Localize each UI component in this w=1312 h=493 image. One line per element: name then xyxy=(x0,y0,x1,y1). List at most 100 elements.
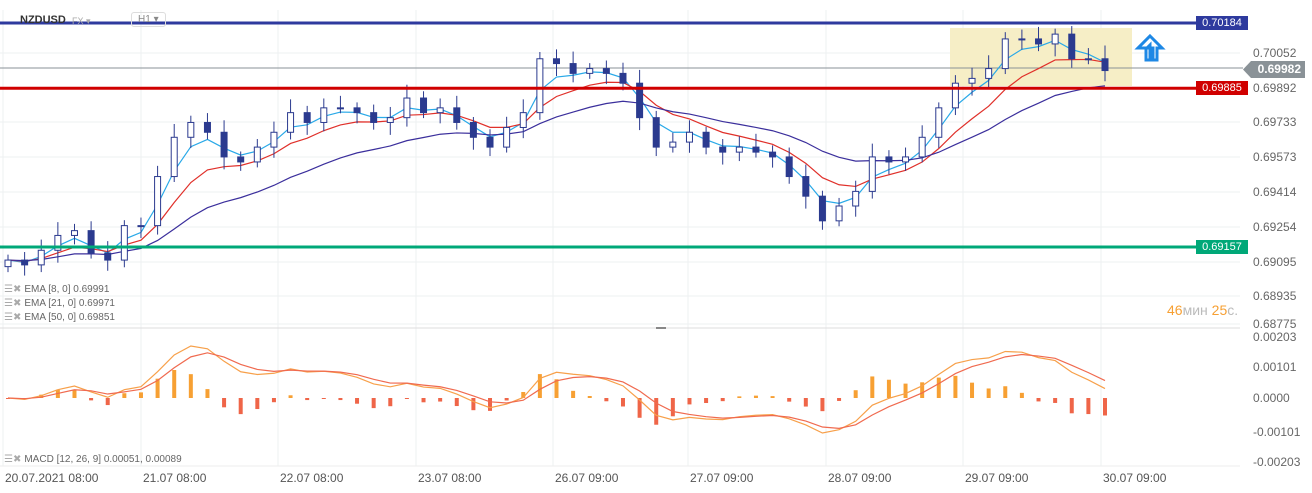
candle-body xyxy=(519,112,527,128)
indicator-ema-8[interactable]: ☰✖ EMA [8, 0] 0.69991 xyxy=(4,284,109,295)
macd-histogram-bar xyxy=(438,398,443,402)
countdown-sec-unit: с. xyxy=(1227,302,1239,318)
macd-histogram-bar xyxy=(886,379,891,398)
candle-body xyxy=(270,131,278,148)
candle-body xyxy=(835,205,843,222)
candle-body xyxy=(120,225,128,261)
macd-tick-label: 0.00101 xyxy=(1253,360,1297,374)
settings-icon[interactable]: ☰✖ xyxy=(4,284,22,295)
y-tick-label: 0.68775 xyxy=(1253,317,1297,331)
macd-histogram-bar xyxy=(188,374,193,398)
macd-histogram-bar xyxy=(1003,386,1008,398)
macd-histogram-bar xyxy=(687,398,692,405)
macd-histogram-bar xyxy=(105,398,110,406)
macd-histogram-bar xyxy=(554,379,559,398)
macd-tick-label: 0.0000 xyxy=(1253,391,1290,405)
macd-tick-label: 0.00203 xyxy=(1253,330,1297,344)
macd-histogram-bar xyxy=(1036,398,1041,402)
candle-body xyxy=(918,136,926,158)
macd-histogram-bar xyxy=(870,376,875,398)
macd-histogram-bar xyxy=(89,398,94,401)
candle-body xyxy=(951,82,959,109)
candle-body xyxy=(902,156,910,163)
macd-histogram-bar xyxy=(388,398,393,407)
candle-body xyxy=(353,107,361,114)
y-tick-label: 0.69254 xyxy=(1253,220,1297,234)
panel-resize-handle[interactable] xyxy=(656,327,666,329)
macd-histogram-bar xyxy=(936,377,941,398)
candle-body xyxy=(336,107,344,110)
macd-signal-line xyxy=(7,352,1106,429)
macd-histogram-bar xyxy=(1019,392,1024,398)
candle-countdown: 46мин 25с. xyxy=(1167,302,1238,318)
macd-histogram-bar xyxy=(122,393,127,398)
ema-label: EMA [8, 0] 0.69991 xyxy=(24,284,110,295)
symbol-label[interactable]: NZDUSD xyxy=(20,14,66,26)
candle-body xyxy=(719,146,727,153)
macd-histogram-bar xyxy=(753,395,758,398)
macd-histogram-bar xyxy=(255,398,260,410)
macd-histogram-bar xyxy=(820,398,825,412)
y-tick-label: 0.68935 xyxy=(1253,289,1297,303)
indicator-macd[interactable]: ☰✖ MACD [12, 26, 9] 0.00051, 0.00089 xyxy=(4,454,182,465)
candle-body xyxy=(137,225,145,228)
macd-histogram-bar xyxy=(521,391,526,398)
macd-histogram-bar xyxy=(654,398,659,425)
macd-histogram-bar xyxy=(604,398,609,402)
macd-histogram-bar xyxy=(704,398,709,404)
macd-histogram-bar xyxy=(720,398,725,402)
x-tick-label: 23.07 08:00 xyxy=(418,471,482,485)
timeframe-dropdown[interactable]: H1 ▾ xyxy=(131,12,166,27)
market-label: FX xyxy=(72,16,84,26)
macd-histogram-bar xyxy=(338,398,343,401)
x-tick-label: 28.07 09:00 xyxy=(828,471,892,485)
countdown-minutes: 46 xyxy=(1167,302,1183,318)
macd-histogram-bar xyxy=(222,398,227,408)
macd-histogram-bar xyxy=(305,398,310,401)
candle-body xyxy=(985,68,993,79)
settings-icon[interactable]: ☰✖ xyxy=(4,454,22,465)
candle-body xyxy=(1051,33,1059,45)
candle-body xyxy=(104,252,112,261)
y-tick-label: 0.69892 xyxy=(1253,81,1297,95)
candle-body xyxy=(569,63,577,74)
candle-body xyxy=(1101,58,1109,72)
market-dropdown[interactable]: FX ▾ xyxy=(72,16,91,26)
y-tick-label: 0.69733 xyxy=(1253,115,1297,129)
candle-body xyxy=(735,146,743,153)
highlight-zone xyxy=(950,28,1132,86)
candle-body xyxy=(87,230,95,254)
macd-histogram-bar xyxy=(404,398,409,399)
x-tick-label: 22.07 08:00 xyxy=(280,471,344,485)
candle-body xyxy=(752,146,760,153)
settings-icon[interactable]: ☰✖ xyxy=(4,298,22,309)
candle-body xyxy=(968,77,976,84)
indicator-ema-50[interactable]: ☰✖ EMA [50, 0] 0.69851 xyxy=(4,312,115,323)
candle-body xyxy=(868,156,876,192)
y-tick-label: 0.69573 xyxy=(1253,150,1297,164)
settings-icon[interactable]: ☰✖ xyxy=(4,312,22,323)
macd-histogram-bar xyxy=(288,395,293,398)
macd-histogram-bar xyxy=(637,398,642,418)
candle-body xyxy=(785,156,793,178)
candle-body xyxy=(187,121,195,138)
candle-body xyxy=(935,107,943,138)
level-tag-green[interactable]: 0.69157 xyxy=(1196,239,1248,254)
candle-body xyxy=(486,136,494,148)
candle-body xyxy=(320,107,328,123)
candle-body xyxy=(602,68,610,74)
y-tick-label: 0.69414 xyxy=(1253,185,1297,199)
level-tag-blue[interactable]: 0.70184 xyxy=(1196,16,1248,30)
macd-histogram-bar xyxy=(803,398,808,407)
macd-histogram-bar xyxy=(737,396,742,398)
macd-histogram-bar xyxy=(920,382,925,398)
macd-histogram-bar xyxy=(172,370,177,398)
macd-histogram-bar xyxy=(1069,398,1074,414)
indicator-ema-21[interactable]: ☰✖ EMA [21, 0] 0.69971 xyxy=(4,298,115,309)
candle-body xyxy=(1001,38,1009,70)
candle-body xyxy=(702,131,710,148)
candle-body xyxy=(536,58,544,114)
macd-histogram-bar xyxy=(271,398,276,403)
level-tag-red[interactable]: 0.69885 xyxy=(1196,81,1248,96)
